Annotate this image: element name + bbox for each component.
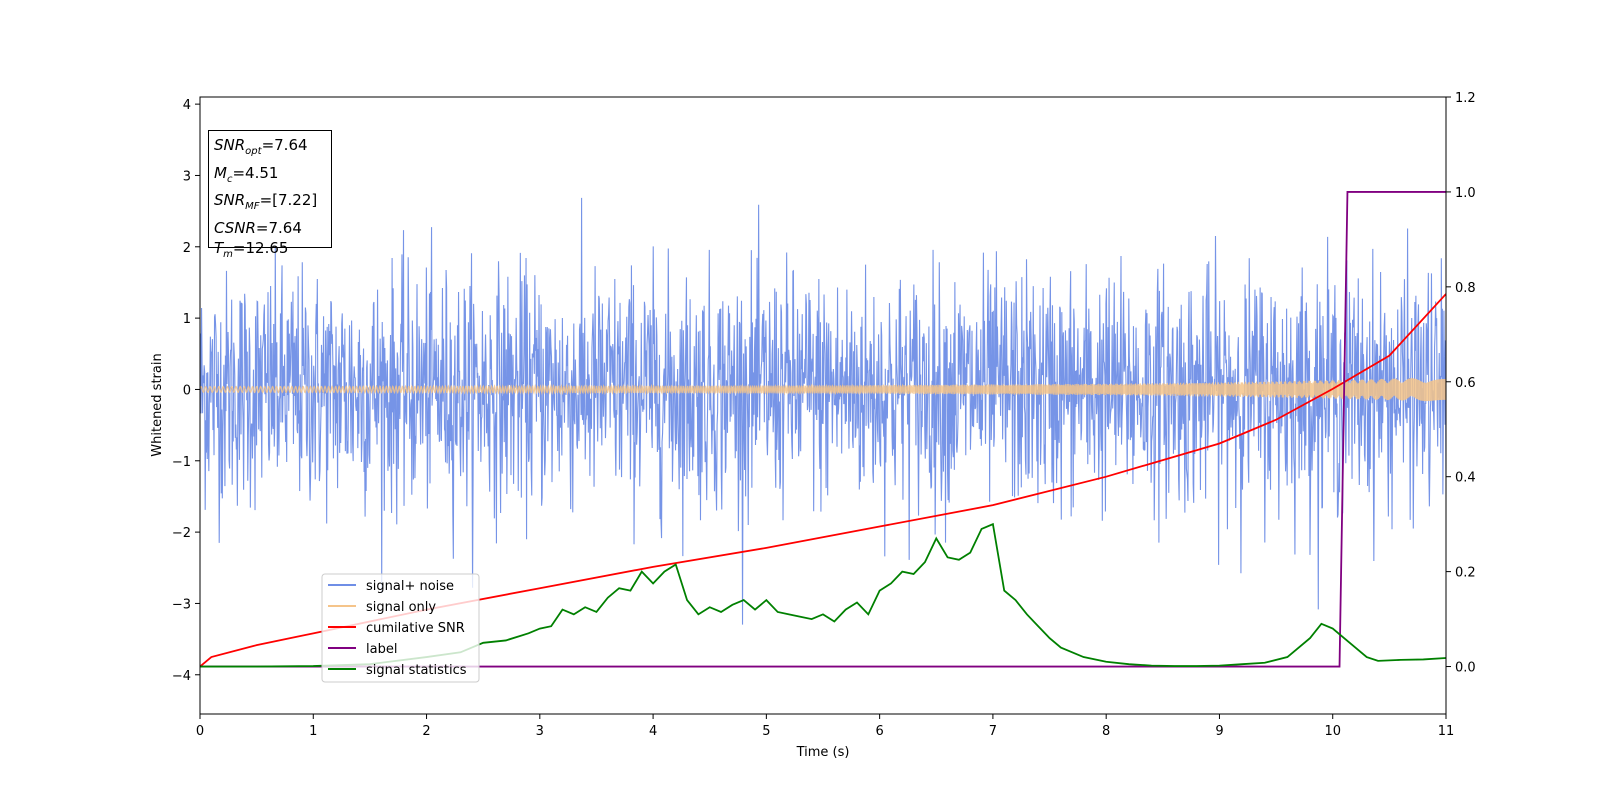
y-right-tick-label-2: 0.8 [1455,281,1476,296]
legend-box [321,573,480,683]
x-tick-label-2: 2 [422,724,430,739]
stat-tm: Tm=12.65 [214,239,289,260]
legend-label-cumulative-snr: cumilative SNR [366,621,465,636]
x-tick-label-4: 4 [649,724,657,739]
legend-label-label: label [366,642,397,657]
y-right-tick-label-3: 0.6 [1455,376,1476,391]
series-signal-noise [200,197,1446,625]
y-right-tick-label-4: 0.4 [1455,471,1476,486]
y-left-tick-label-4: 0 [183,383,191,398]
legend-label-signal-noise: signal+ noise [366,579,454,594]
x-tick-label-9: 9 [1215,724,1223,739]
y-right-tick-label-5: 0.2 [1455,566,1476,581]
x-tick-label-1: 1 [309,724,317,739]
y-left-tick-label-7: −3 [172,597,191,612]
series-cumulative-snr [200,293,1446,668]
stats-annotation: SNRopt=7.64 Mc=4.51 SNRMF=[7.22] CSNR=7.… [208,130,332,260]
series-signal-statistics [200,522,1446,668]
y-axis-label: Whitened strain [150,353,165,456]
x-tick-label-3: 3 [536,724,544,739]
x-tick-label-6: 6 [875,724,883,739]
y-left-tick-label-8: −4 [172,669,191,684]
x-tick-label-7: 7 [989,724,997,739]
y-right-tick-label-1: 1.0 [1455,186,1476,201]
stat-snr-opt: SNRopt=7.64 [214,136,308,157]
x-axis-label: Time (s) [796,745,850,760]
legend-label-signal-only: signal only [366,600,436,615]
y-left-tick-label-1: 3 [183,169,191,184]
x-tick-label-5: 5 [762,724,770,739]
series-signal-only [200,378,1446,402]
series-label [200,191,1446,668]
x-tick-label-8: 8 [1102,724,1110,739]
stat-mc: Mc=4.51 [214,163,279,185]
y-left-tick-label-2: 2 [183,241,191,256]
y-right-tick-label-0: 1.2 [1455,91,1476,106]
y-left-tick-label-5: −1 [172,455,191,470]
y-right-tick-label-6: 0.0 [1455,661,1476,676]
legend: signal+ noise signal only cumilative SNR… [321,573,480,683]
stat-csnr: CSNR=7.64 [214,218,302,237]
y-left-tick-label-0: 4 [183,98,191,113]
plot-frame [199,96,1447,715]
y-left-tick-label-3: 1 [183,312,191,327]
y-left-tick-label-6: −2 [172,526,191,541]
x-tick-label-0: 0 [196,724,204,739]
x-tick-label-10: 10 [1324,724,1341,739]
legend-label-signal-statistics: signal statistics [366,663,467,678]
x-tick-label-11: 11 [1438,724,1455,739]
stat-snr-mf: SNRMF=[7.22] [214,191,318,212]
